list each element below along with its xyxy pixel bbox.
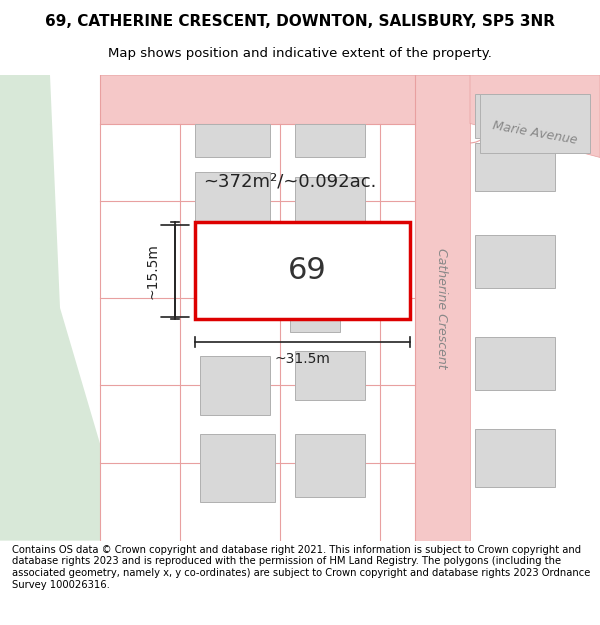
Bar [295,434,365,497]
Text: Contains OS data © Crown copyright and database right 2021. This information is : Contains OS data © Crown copyright and d… [12,545,590,589]
Text: ~372m²/~0.092ac.: ~372m²/~0.092ac. [203,173,377,191]
Bar [475,143,555,191]
Bar [195,172,270,235]
Bar [290,311,340,332]
Text: ~15.5m: ~15.5m [146,243,160,299]
Text: Marie Avenue: Marie Avenue [491,119,578,147]
Text: 69, CATHERINE CRESCENT, DOWNTON, SALISBURY, SP5 3NR: 69, CATHERINE CRESCENT, DOWNTON, SALISBU… [45,14,555,29]
Bar [295,124,365,158]
Bar [480,94,590,152]
Bar [530,94,585,138]
Bar [475,337,555,390]
Bar [200,356,270,414]
Bar [475,94,555,138]
Polygon shape [470,75,600,158]
Bar [295,351,365,400]
Bar [475,429,555,488]
Bar [200,434,275,502]
Bar [195,222,410,319]
Text: ~31.5m: ~31.5m [275,352,331,366]
Polygon shape [0,75,100,541]
Bar [230,235,370,312]
Polygon shape [100,75,415,124]
Bar [230,256,325,319]
Text: Map shows position and indicative extent of the property.: Map shows position and indicative extent… [108,48,492,61]
Text: Catherine Crescent: Catherine Crescent [436,248,449,368]
Polygon shape [415,75,470,541]
Bar [195,124,270,158]
Bar [475,235,555,288]
Text: 69: 69 [287,256,326,286]
Bar [295,177,365,230]
